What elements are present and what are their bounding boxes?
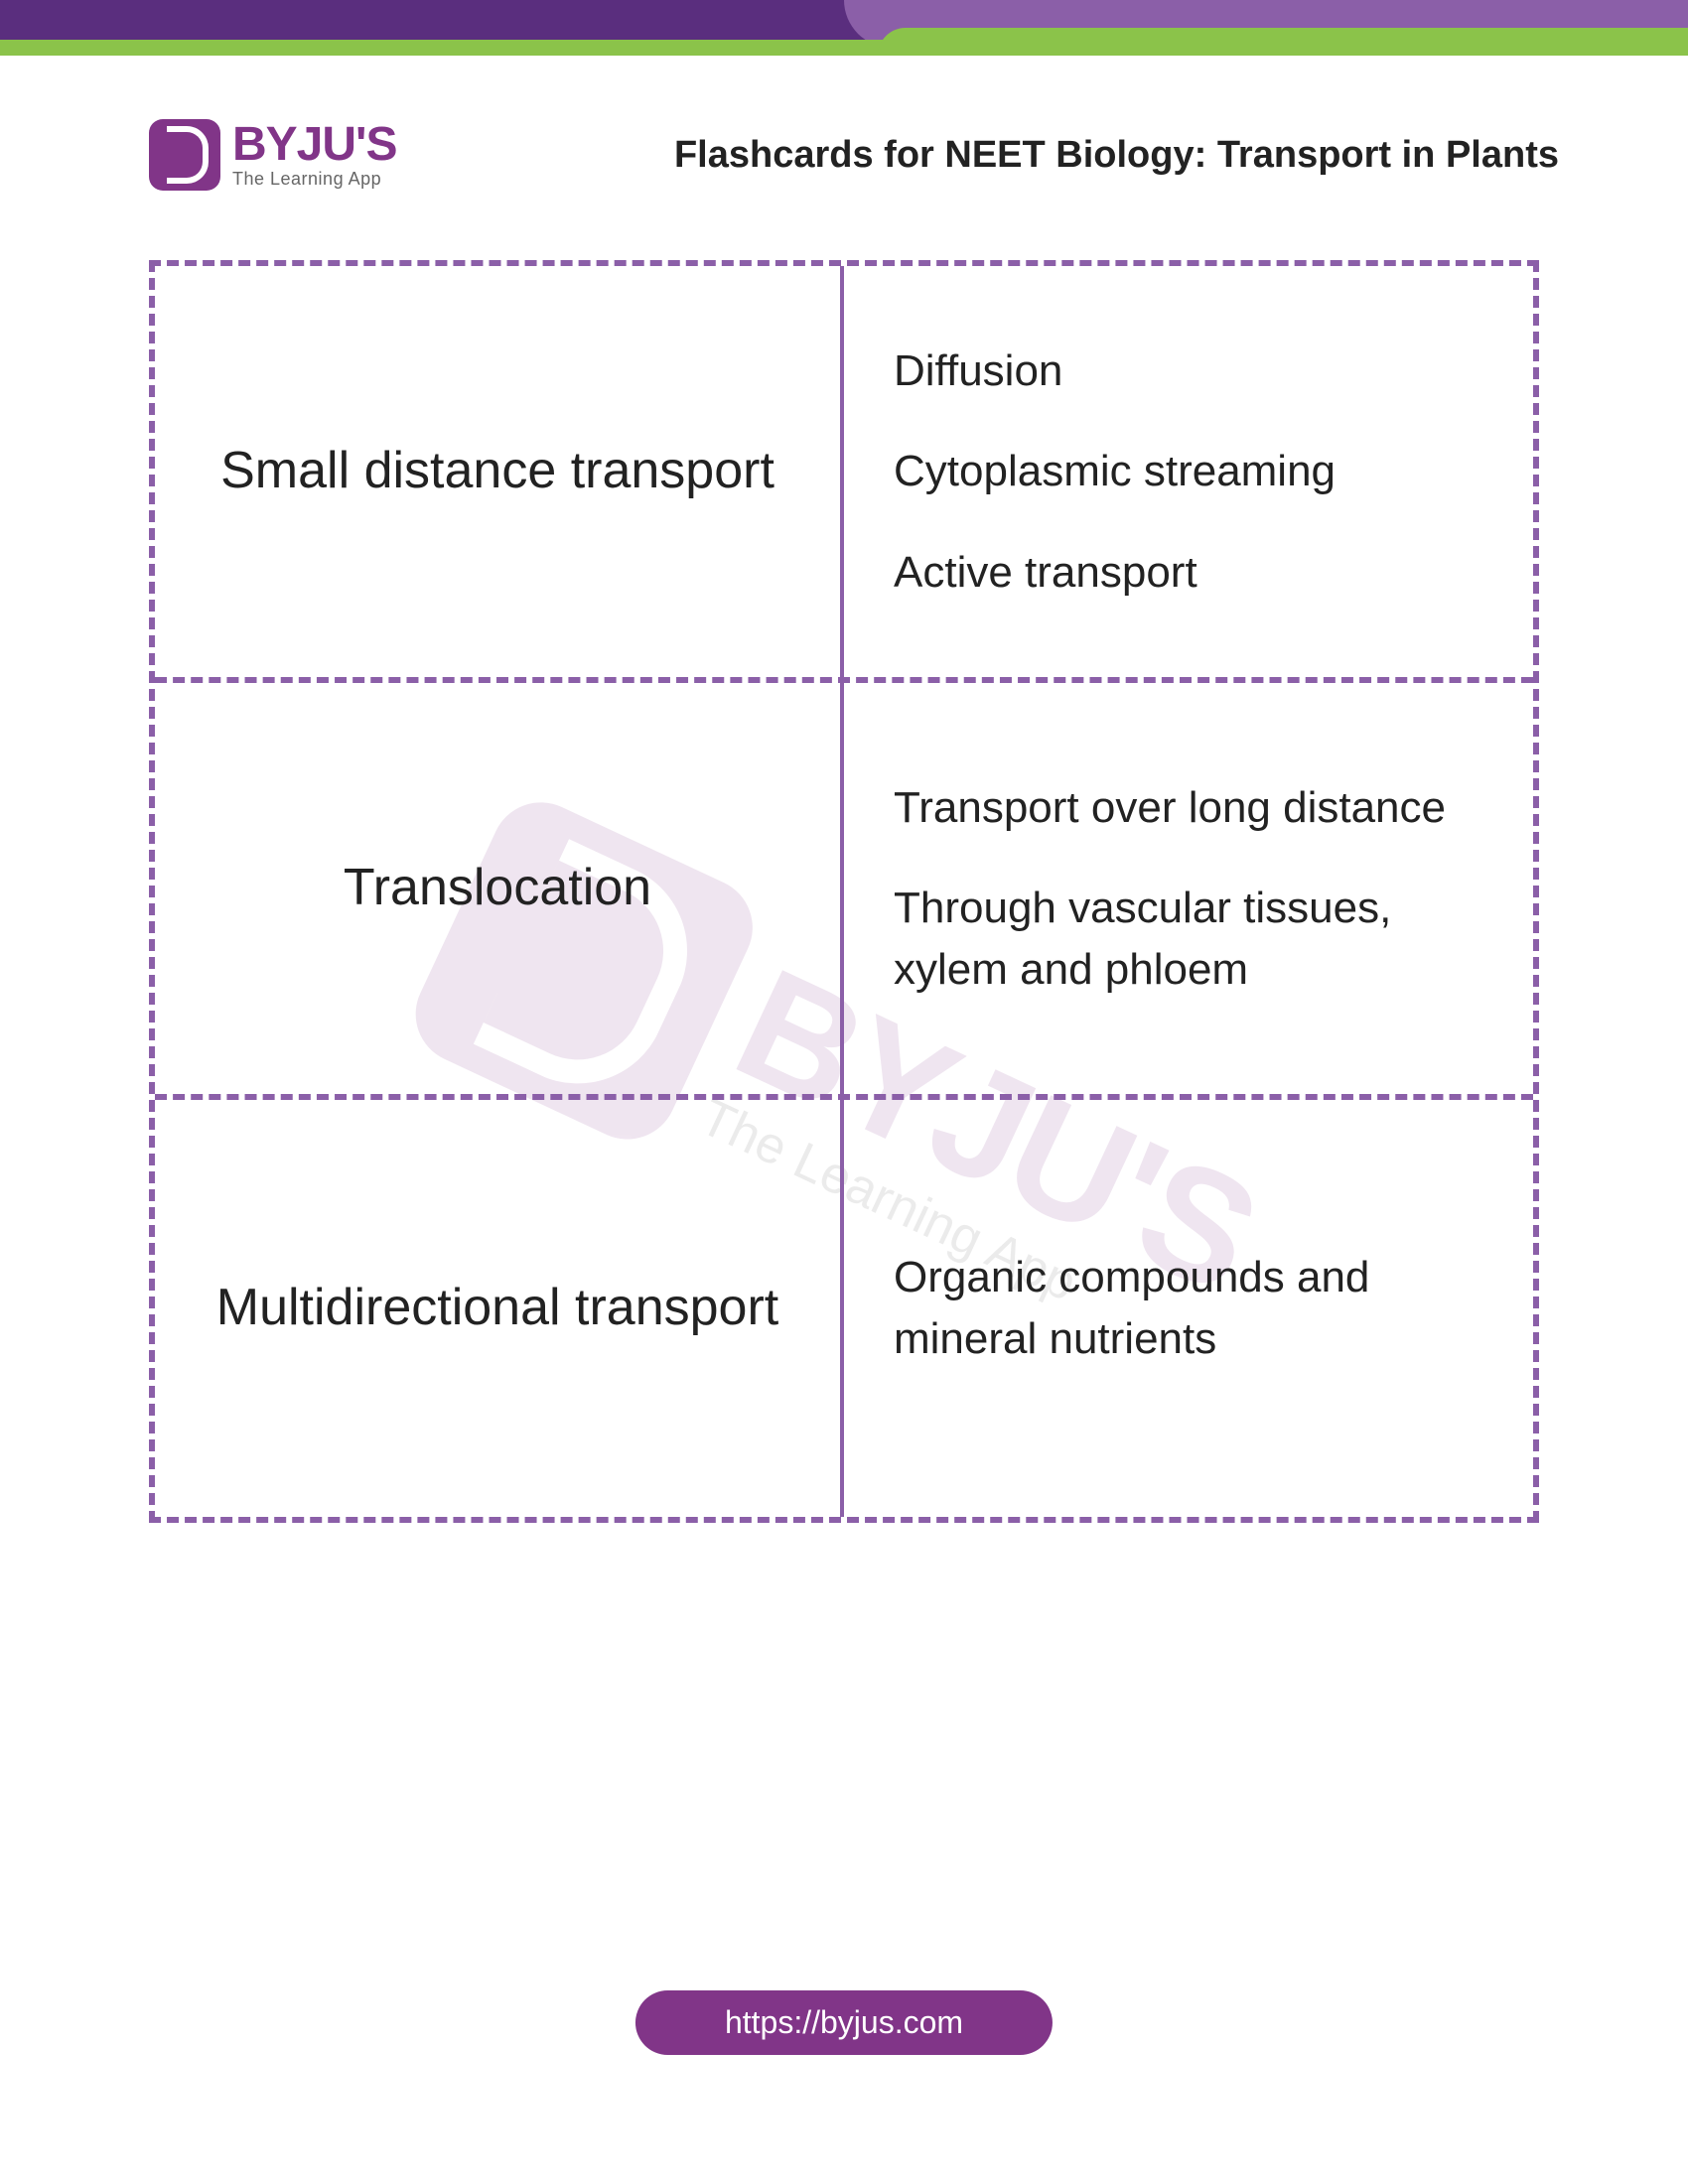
card-content-item: Diffusion — [894, 341, 1483, 402]
header: BYJU'S The Learning App Flashcards for N… — [0, 60, 1688, 230]
card-content-item: Transport over long distance — [894, 777, 1483, 839]
flashcard-table: Small distance transport Diffusion Cytop… — [149, 260, 1539, 1523]
logo-tagline: The Learning App — [232, 169, 396, 190]
flashcard-definition: Transport over long distance Through vas… — [844, 683, 1533, 1094]
logo-badge-icon — [149, 119, 220, 191]
flashcard-term: Translocation — [155, 683, 844, 1094]
page-title: Flashcards for NEET Biology: Transport i… — [674, 134, 1559, 177]
top-banner — [0, 0, 1688, 60]
flashcard-row: Translocation Transport over long distan… — [155, 683, 1533, 1100]
card-content-item: Active transport — [894, 542, 1483, 604]
logo: BYJU'S The Learning App — [149, 119, 396, 191]
flashcard-term: Small distance transport — [155, 266, 844, 677]
flashcard-term: Multidirectional transport — [155, 1100, 844, 1517]
card-content-item: Organic compounds and mineral nutrients — [894, 1247, 1483, 1369]
flashcard-row: Multidirectional transport Organic compo… — [155, 1100, 1533, 1517]
card-content-item: Cytoplasmic streaming — [894, 441, 1483, 502]
card-title: Small distance transport — [220, 438, 774, 505]
banner-green-curve — [878, 28, 1688, 56]
flashcard-definition: Diffusion Cytoplasmic streaming Active t… — [844, 266, 1533, 677]
card-content-item: Through vascular tissues, xylem and phlo… — [894, 878, 1483, 1000]
card-title: Multidirectional transport — [216, 1275, 778, 1342]
footer: https://byjus.com — [635, 1990, 1053, 2055]
logo-name: BYJU'S — [232, 121, 396, 169]
logo-text: BYJU'S The Learning App — [232, 121, 396, 190]
flashcard-definition: Organic compounds and mineral nutrients — [844, 1100, 1533, 1517]
card-title: Translocation — [344, 855, 651, 922]
flashcard-row: Small distance transport Diffusion Cytop… — [155, 266, 1533, 683]
footer-url[interactable]: https://byjus.com — [635, 1990, 1053, 2055]
